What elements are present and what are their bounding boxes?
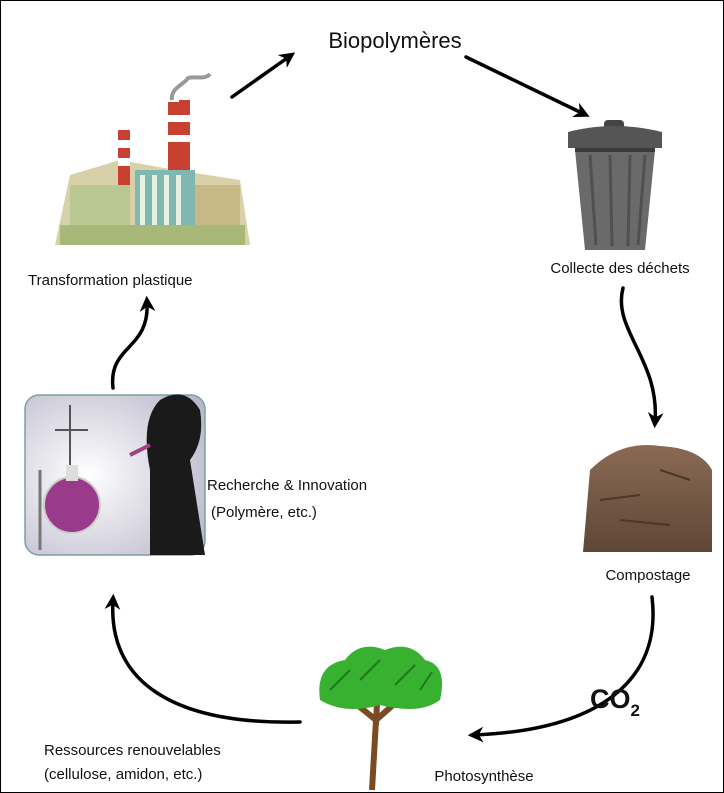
illustration-part (168, 135, 190, 142)
node-label-line: Ressources renouvelables (44, 742, 221, 759)
title: Biopolymères (328, 28, 461, 53)
illustration-part (176, 175, 181, 230)
illustration-part (568, 126, 662, 148)
soil-illustration (583, 445, 712, 552)
diagram: Biopolymères Transformation plastique (0, 0, 724, 793)
node-label: Compostage (605, 567, 690, 584)
illustration-part (70, 185, 130, 230)
illustration-part (118, 158, 130, 166)
node-label-line: Recherche & Innovation (207, 477, 367, 494)
illustration-part (66, 465, 78, 481)
node-label: Collecte des déchets (550, 260, 689, 277)
illustration-part (44, 477, 100, 533)
node-label: Photosynthèse (434, 768, 533, 785)
co2-base: CO (590, 684, 631, 714)
page: {"title": "Biopolymères", "nodes": [ {"l… (0, 0, 724, 793)
node-label: Transformation plastique (28, 272, 193, 289)
co2-subscript: 2 (631, 701, 640, 720)
illustration-part (118, 140, 130, 148)
illustration-part (140, 175, 145, 230)
node-label-line: (Polymère, etc.) (211, 504, 317, 521)
illustration-part (168, 115, 190, 122)
illustration-part (60, 225, 245, 245)
illustration-part (164, 175, 169, 230)
node-label-line: (cellulose, amidon, etc.) (44, 766, 202, 783)
lab-illustration (25, 394, 205, 555)
illustration-part (152, 175, 157, 230)
illustration-part (583, 445, 712, 552)
